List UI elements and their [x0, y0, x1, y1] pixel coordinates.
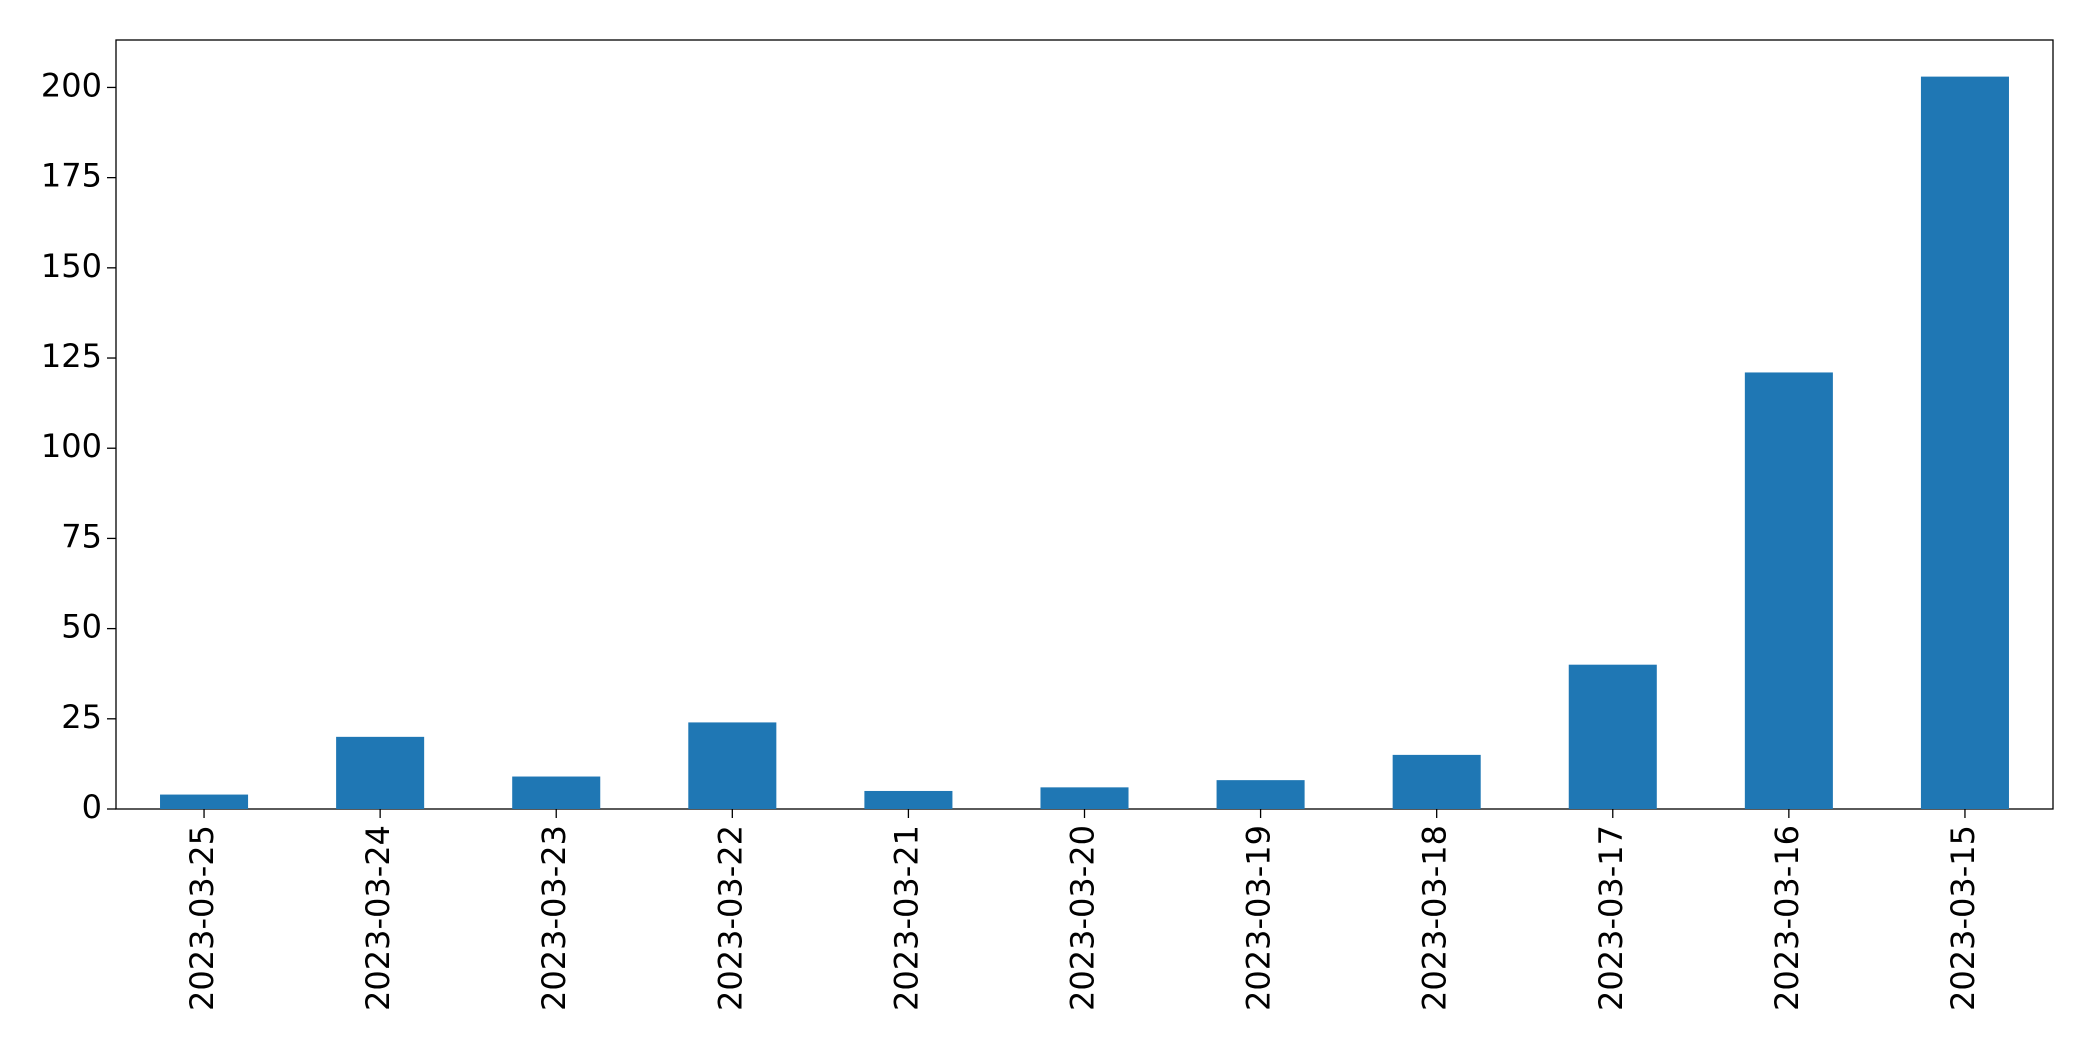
x-tick-label: 2023-03-16: [1768, 825, 1806, 1011]
bar: [1216, 780, 1305, 809]
x-tick-label: 2023-03-24: [359, 825, 397, 1011]
bar: [1744, 372, 1833, 809]
bar: [1392, 754, 1481, 809]
y-tick-label: 0: [82, 788, 102, 826]
y-tick-label: 175: [41, 157, 102, 195]
x-tick-label: 2023-03-17: [1592, 825, 1630, 1011]
x-tick-label: 2023-03-22: [711, 825, 749, 1011]
x-tick-label: 2023-03-15: [1944, 825, 1982, 1011]
x-tick-label: 2023-03-25: [183, 825, 221, 1011]
y-tick-label: 100: [41, 427, 102, 465]
bar: [160, 794, 249, 809]
y-tick-label: 75: [61, 517, 102, 555]
bar: [1920, 76, 2009, 810]
y-tick-label: 25: [61, 698, 102, 736]
x-tick-label: 2023-03-20: [1064, 825, 1102, 1011]
x-tick-label: 2023-03-21: [887, 825, 925, 1011]
y-tick-label: 125: [41, 337, 102, 375]
bar: [512, 776, 601, 809]
bar: [688, 722, 777, 809]
x-tick-label: 2023-03-19: [1240, 825, 1278, 1011]
x-tick-label: 2023-03-23: [535, 825, 573, 1011]
y-tick-label: 150: [41, 247, 102, 285]
x-tick-label: 2023-03-18: [1416, 825, 1454, 1011]
bar: [336, 736, 425, 809]
bar: [1568, 664, 1657, 809]
y-tick-label: 200: [41, 66, 102, 104]
y-tick-label: 50: [61, 608, 102, 646]
bar: [864, 790, 953, 809]
bar: [1040, 787, 1129, 809]
